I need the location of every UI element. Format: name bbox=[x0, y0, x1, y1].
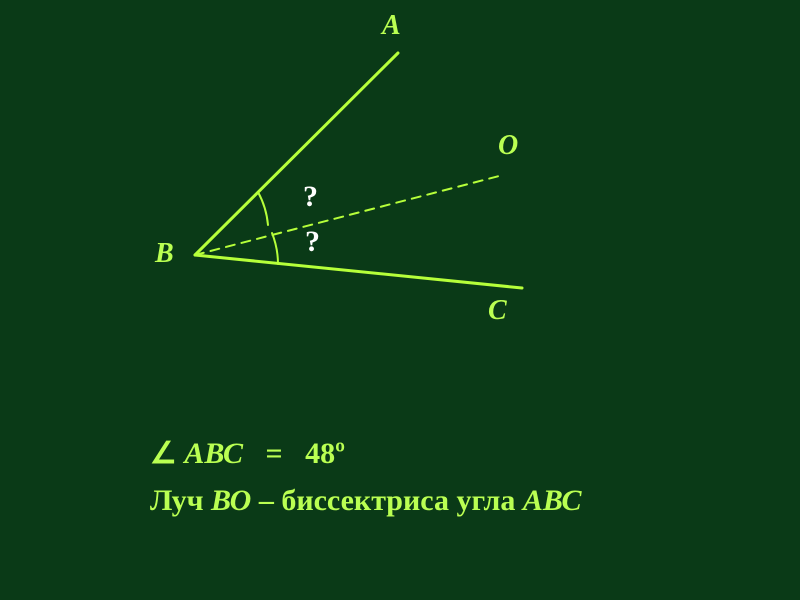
bisector-description: Луч ВО – биссектриса угла АВС bbox=[150, 484, 582, 518]
label-C: С bbox=[488, 295, 507, 327]
label-O: О bbox=[498, 130, 518, 162]
angle-value: 48º bbox=[305, 437, 345, 470]
angle-symbol: ∠ bbox=[150, 437, 177, 470]
angle-name: АВС bbox=[184, 437, 243, 470]
desc-middle: – биссектриса угла bbox=[251, 484, 523, 517]
geometry-diagram: { "canvas": { "width": 800, "height": 60… bbox=[0, 0, 800, 600]
given-angle: ∠ АВС = 48º bbox=[150, 436, 345, 471]
label-B: В bbox=[155, 238, 174, 270]
label-A: А bbox=[382, 10, 401, 42]
desc-ray: ВО bbox=[211, 484, 251, 517]
equals-sign: = bbox=[266, 437, 283, 470]
question-upper: ? bbox=[303, 180, 318, 214]
desc-prefix: Луч bbox=[150, 484, 211, 517]
desc-subject: АВС bbox=[523, 484, 582, 517]
question-lower: ? bbox=[305, 225, 320, 259]
